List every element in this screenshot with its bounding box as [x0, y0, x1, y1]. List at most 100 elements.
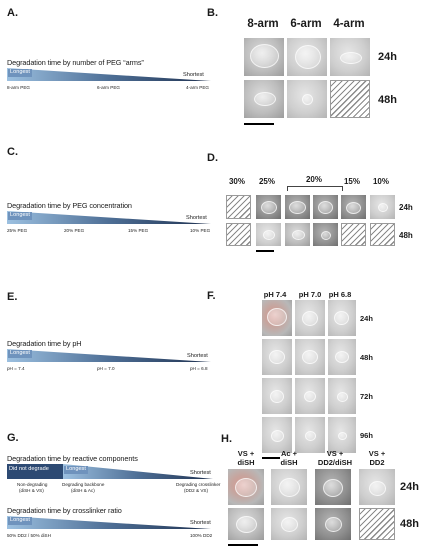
tick-100dd2: 100% DD2 [190, 533, 213, 538]
panel-label-e: E. [7, 291, 18, 303]
image-vs-dish-24h [228, 469, 264, 505]
tick-crosslinker-1: Degrading crosslinker [176, 482, 221, 487]
image-20b-48h [313, 223, 338, 246]
image-ph70-72h [295, 378, 325, 414]
row-96h-f: 96h [360, 431, 373, 440]
hatch-15-48h [341, 223, 366, 246]
col-vs-dd2dish-2: DD2/diSH [317, 458, 353, 467]
image-vs-dd2dish-48h [315, 508, 351, 540]
image-ph68-48h [328, 339, 356, 375]
image-25-48h [256, 223, 281, 246]
tick-25: 25% PEG [7, 228, 28, 233]
shortest-tag-a: Shortest [183, 72, 204, 78]
image-15-24h [341, 195, 366, 219]
longest-tag-e: Longest [8, 350, 32, 358]
image-4arm-24h [330, 38, 370, 76]
tick-8arm: 8-arm PEG [7, 85, 30, 90]
col-30: 30% [228, 177, 245, 186]
col-10: 10% [372, 177, 389, 186]
tick-10: 10% PEG [190, 228, 211, 233]
panel-label-f: F. [207, 290, 216, 302]
image-ph70-48h [295, 339, 325, 375]
image-ph74-24h [262, 300, 292, 336]
shortest-tag-e: Shortest [187, 353, 208, 359]
panel-e-title: Degradation time by pH [7, 339, 82, 348]
row-48h-b: 48h [378, 94, 397, 106]
tick-crosslinker-2: (DD2 & VS) [184, 488, 208, 493]
panel-label-h: H. [221, 433, 232, 445]
panel-label-a: A. [7, 7, 18, 19]
gradient-wedge-c [7, 211, 211, 224]
bracket-20 [287, 186, 343, 191]
did-not-degrade-tag: Did not degrade [8, 466, 50, 474]
col-vs-dd2-2: DD2 [369, 458, 385, 467]
panel-c-title: Degradation time by PEG concentration [7, 201, 132, 210]
tick-50dd2: 50% DD2 / 50% diSH [7, 533, 51, 538]
image-ph74-72h [262, 378, 292, 414]
tick-nondegrading-2: (diSH & VS) [19, 488, 44, 493]
shortest-tag-c: Shortest [186, 215, 207, 221]
image-ph74-48h [262, 339, 292, 375]
tick-backbone-2: (diSH & Ac) [71, 488, 95, 493]
tick-20: 20% PEG [64, 228, 85, 233]
longest-tag-g2: Longest [8, 517, 32, 525]
col-vs-dd2-1: VS + [368, 449, 386, 458]
col-ph68: pH 6.8 [328, 290, 352, 299]
row-48h-f: 48h [360, 353, 373, 362]
image-ac-dish-48h [271, 508, 307, 540]
tick-backbone-1: Degrading backbone [62, 482, 105, 487]
image-20b-24h [313, 195, 338, 219]
row-48h-d: 48h [399, 231, 413, 240]
image-20a-48h [285, 223, 310, 246]
image-20a-24h [285, 195, 310, 219]
longest-tag-c: Longest [8, 212, 32, 220]
col-vs-dd2dish-1: VS + [326, 449, 344, 458]
scale-bar-h [228, 544, 258, 546]
image-10-24h [370, 195, 395, 219]
image-25-24h [256, 195, 281, 219]
col-vs-dish-2: diSH [237, 458, 255, 467]
row-48h-h: 48h [400, 518, 419, 530]
image-ac-dish-24h [271, 469, 307, 505]
tick-ph74: pH = 7.4 [7, 366, 25, 371]
col-vs-dish-1: VS + [237, 449, 255, 458]
col-20: 20% [305, 175, 322, 184]
image-ph74-96h [262, 417, 292, 453]
row-24h-d: 24h [399, 203, 413, 212]
tick-15: 15% PEG [128, 228, 149, 233]
shortest-tag-g2: Shortest [190, 520, 211, 526]
tick-nondegrading-1: Non-degrading [17, 482, 48, 487]
col-15: 15% [343, 177, 360, 186]
tick-ph68: pH = 6.8 [190, 366, 208, 371]
hatch-30-48h [226, 223, 251, 246]
longest-tag-g1: Longest [64, 466, 88, 474]
image-vs-dd2-24h [359, 469, 395, 505]
panel-label-g: G. [7, 432, 19, 444]
image-6arm-24h [287, 38, 327, 76]
row-72h-f: 72h [360, 392, 373, 401]
longest-tag-a: Longest [8, 69, 32, 77]
image-ph68-72h [328, 378, 356, 414]
shortest-tag-g1: Shortest [190, 470, 211, 476]
image-ph68-96h [328, 417, 356, 453]
col-ph74: pH 7.4 [263, 290, 287, 299]
panel-label-c: C. [7, 146, 18, 158]
tick-6arm: 6-arm PEG [97, 85, 120, 90]
col-ac-dish-1: Ac + [280, 449, 298, 458]
panel-a-title: Degradation time by number of PEG “arms” [7, 58, 144, 67]
hatch-10-48h [370, 223, 395, 246]
col-6arm: 6-arm [290, 18, 322, 30]
col-ph70: pH 7.0 [298, 290, 322, 299]
panel-g-title-1: Degradation time by reactive components [7, 454, 138, 463]
row-24h-f: 24h [360, 314, 373, 323]
tick-4arm: 4-arm PEG [186, 85, 209, 90]
image-ph70-24h [295, 300, 325, 336]
scale-bar-f [262, 457, 280, 459]
panel-g-title-2: Degradation time by crosslinker ratio [7, 506, 122, 515]
hatch-vs-dd2-48h [359, 508, 395, 540]
col-8arm: 8-arm [247, 18, 279, 30]
hatch-4arm-48h [330, 80, 370, 118]
image-vs-dd2dish-24h [315, 469, 351, 505]
panel-label-b: B. [207, 7, 218, 19]
image-vs-dish-48h [228, 508, 264, 540]
